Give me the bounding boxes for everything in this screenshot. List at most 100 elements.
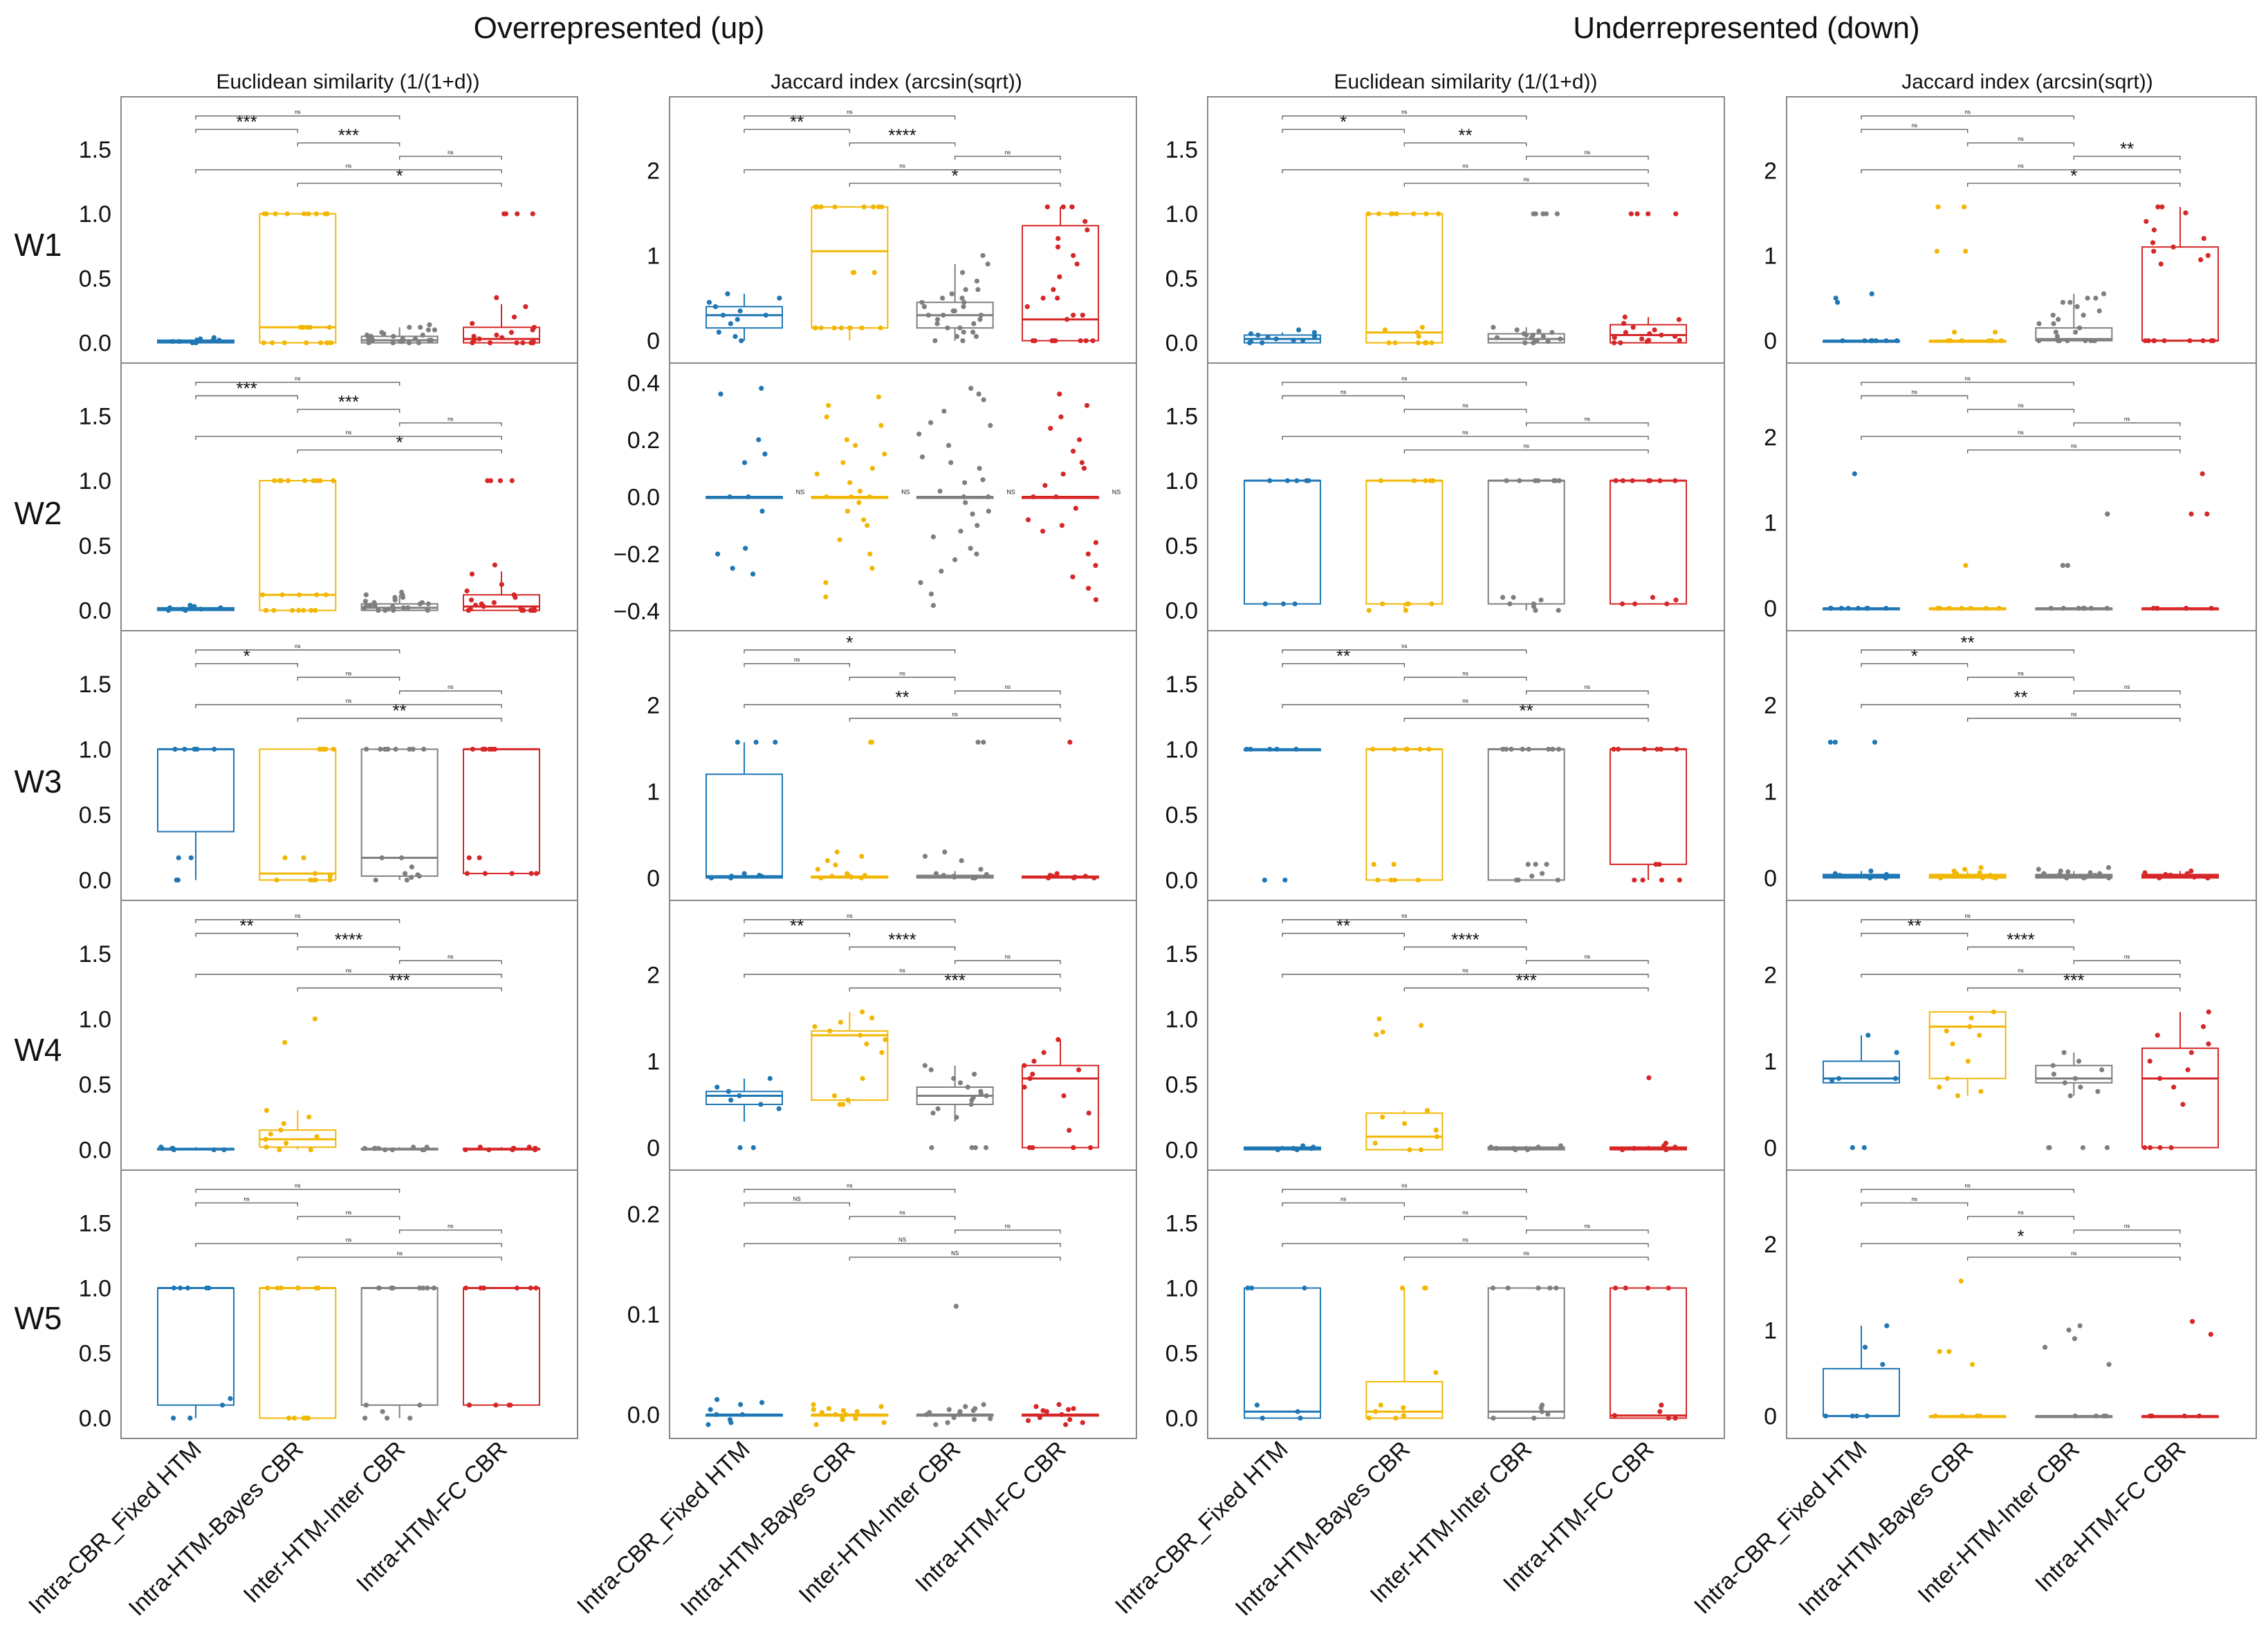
data-point: [1960, 1413, 1965, 1419]
data-point: [957, 325, 963, 331]
iqr-box: [259, 213, 337, 344]
data-point: [1983, 606, 1989, 611]
data-point: [1538, 598, 1544, 603]
significance-bracket: ns: [954, 954, 1061, 965]
data-point: [420, 1147, 425, 1153]
data-point: [1632, 877, 1637, 883]
bracket-label: **: [790, 916, 804, 936]
data-point: [1055, 244, 1061, 250]
data-point: [421, 746, 427, 752]
significance-bracket: ns: [1966, 443, 2181, 454]
significance-bracket: ns: [1403, 402, 1527, 413]
box-intra-htm-fc-cbr: [463, 1286, 540, 1406]
data-point: [363, 592, 369, 598]
data-point: [2147, 1145, 2153, 1151]
box-intra-cbr-fixed-htm: [1244, 1145, 1321, 1151]
box-annotation: NS: [1112, 489, 1121, 496]
bracket-label: ns: [2018, 967, 2023, 974]
box-inter-htm-inter-cbr: NS: [916, 489, 1015, 499]
bracket-line: [297, 142, 400, 147]
y-tick-label: 0.0: [1165, 598, 1198, 624]
data-point: [881, 1420, 887, 1425]
data-point: [811, 1407, 816, 1412]
data-point: [2105, 511, 2110, 517]
box-inter-htm-inter-cbr: [1487, 1287, 1565, 1419]
data-point: [2064, 875, 2069, 881]
iqr-box: [360, 1287, 439, 1406]
bracket-line: [1403, 409, 1527, 413]
bracket-label: *: [846, 632, 853, 653]
box-intra-cbr-fixed-htm: [706, 742, 783, 879]
data-point: [1543, 211, 1549, 216]
data-point: [2104, 606, 2110, 611]
bracket-line: [1525, 960, 1649, 965]
significance-bracket: ns: [849, 1210, 956, 1221]
data-point: [2205, 252, 2211, 259]
data-point: [2074, 304, 2080, 309]
data-point: [2106, 875, 2112, 881]
data-point: [813, 204, 818, 210]
data-point: [2206, 1041, 2211, 1047]
data-point: [959, 270, 966, 275]
data-point: [2046, 1145, 2052, 1151]
data-point: [410, 1145, 416, 1150]
data-point: [2168, 1145, 2174, 1151]
data-point: [1084, 402, 1090, 408]
data-point: [1615, 746, 1621, 752]
significance-bracket: ns: [195, 643, 400, 654]
points-intra-cbr-fixed-htm: [1244, 746, 1299, 883]
data-point: [961, 304, 966, 309]
data-point: [1526, 746, 1531, 752]
y-tick-label: 0.0: [1165, 868, 1198, 894]
data-point: [1378, 1402, 1383, 1408]
data-point: [1429, 340, 1435, 346]
data-point: [826, 402, 831, 408]
iqr-box: [2141, 246, 2219, 342]
data-point: [933, 871, 939, 876]
y-tick-label: 0: [1764, 1404, 1777, 1430]
data-point: [961, 299, 967, 305]
data-point: [425, 327, 432, 333]
significance-bracket: ***: [297, 970, 502, 992]
significance-bracket: ns: [1861, 1196, 1969, 1207]
data-point: [2083, 338, 2088, 344]
data-point: [1989, 338, 1995, 344]
data-point: [1044, 204, 1050, 210]
iqr-box: [157, 748, 234, 833]
data-point: [963, 287, 968, 293]
points-intra-cbr-fixed-htm: [172, 746, 217, 883]
data-point: [975, 287, 981, 293]
data-point: [526, 1145, 532, 1150]
y-tick-label: 1: [647, 243, 660, 269]
bracket-label: *: [396, 165, 403, 186]
y-tick-label: 0.5: [1165, 802, 1198, 828]
bracket-line: [1861, 382, 2075, 386]
data-point: [312, 877, 317, 883]
data-point: [2185, 1067, 2191, 1073]
bracket-line: [1282, 663, 1405, 667]
iqr-box: [2035, 327, 2113, 342]
bracket-line: [1403, 449, 1649, 454]
data-point: [295, 1285, 301, 1291]
data-point: [1823, 1413, 1829, 1419]
bracket-line: [744, 704, 1061, 708]
data-point: [1556, 608, 1561, 613]
box-intra-htm-fc-cbr: [1022, 207, 1099, 342]
data-point: [854, 1409, 860, 1414]
data-point: [741, 460, 748, 465]
data-point: [2072, 1336, 2078, 1342]
data-point: [1423, 478, 1428, 483]
bracket-label: **: [1908, 916, 1921, 936]
data-point: [306, 211, 311, 216]
data-point: [845, 508, 850, 514]
bracket-line: [2073, 422, 2181, 427]
bracket-label: *: [243, 646, 250, 667]
data-point: [2093, 295, 2099, 301]
data-point: [1933, 1413, 1938, 1419]
data-point: [818, 325, 824, 331]
bracket-line: [1861, 932, 1969, 937]
data-point: [746, 494, 751, 500]
data-point: [2104, 1145, 2110, 1151]
data-point: [1403, 746, 1409, 752]
